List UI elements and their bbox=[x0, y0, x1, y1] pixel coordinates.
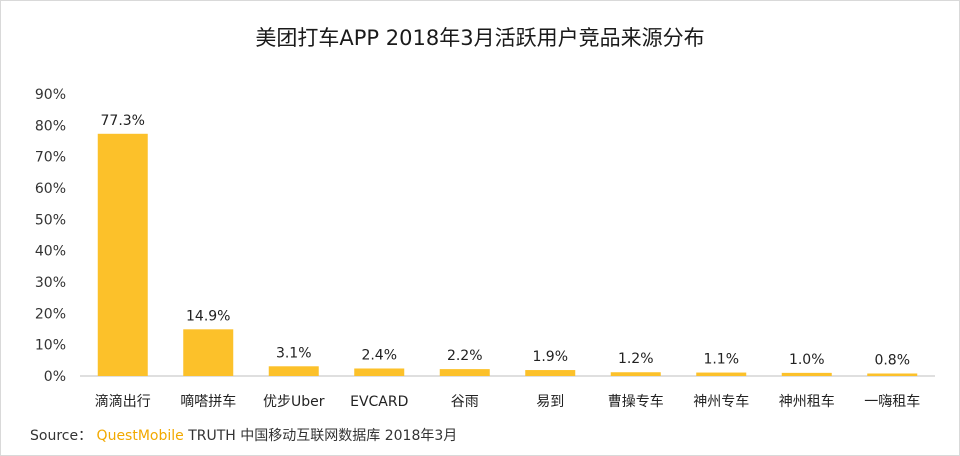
bar bbox=[525, 370, 576, 376]
source-rest: TRUTH 中国移动互联网数据库 2018年3月 bbox=[188, 428, 458, 444]
source-prefix: Source： bbox=[30, 428, 93, 444]
x-tick-label: 易到 bbox=[536, 394, 564, 410]
x-tick-label: 滴滴出行 bbox=[95, 393, 151, 410]
y-tick-label: 0% bbox=[44, 369, 66, 385]
data-label: 14.9% bbox=[186, 308, 230, 324]
y-tick-label: 10% bbox=[35, 338, 66, 354]
x-tick-label: 优步Uber bbox=[263, 394, 325, 410]
bar bbox=[183, 329, 234, 376]
bar bbox=[696, 372, 747, 376]
data-label: 77.3% bbox=[101, 113, 145, 129]
bar bbox=[439, 369, 490, 376]
data-label: 3.1% bbox=[276, 345, 312, 361]
x-tick-label: 一嗨租车 bbox=[864, 393, 920, 410]
data-label: 1.9% bbox=[532, 349, 568, 365]
x-tick-label: 神州租车 bbox=[779, 393, 835, 410]
y-tick-label: 20% bbox=[35, 306, 66, 322]
data-label: 1.1% bbox=[703, 352, 739, 368]
y-tick-label: 90% bbox=[35, 87, 66, 103]
x-tick-label: 嘀嗒拼车 bbox=[180, 393, 236, 410]
chart-title: 美团打车APP 2018年3月活跃用户竞品来源分布 bbox=[255, 26, 705, 50]
data-label: 1.2% bbox=[618, 351, 654, 367]
bar bbox=[268, 366, 319, 376]
y-tick-label: 30% bbox=[35, 275, 66, 291]
y-tick-label: 60% bbox=[35, 181, 66, 197]
y-tick-label: 40% bbox=[35, 244, 66, 260]
source-note: Source： QuestMobile TRUTH 中国移动互联网数据库 201… bbox=[30, 425, 457, 445]
data-label: 1.0% bbox=[789, 352, 825, 368]
bar bbox=[867, 373, 918, 376]
source-brand: QuestMobile bbox=[96, 428, 184, 444]
data-label: 0.8% bbox=[874, 352, 910, 368]
x-tick-label: 谷雨 bbox=[451, 394, 479, 410]
x-tick-label: 曹操专车 bbox=[608, 393, 664, 410]
data-label: 2.2% bbox=[447, 348, 483, 364]
bar bbox=[97, 133, 148, 376]
bar bbox=[354, 368, 405, 376]
y-tick-label: 70% bbox=[35, 150, 66, 166]
x-tick-label: EVCARD bbox=[350, 394, 408, 410]
y-tick-label: 80% bbox=[35, 118, 66, 134]
data-label: 2.4% bbox=[361, 347, 397, 363]
bar bbox=[610, 372, 661, 376]
bar bbox=[781, 372, 832, 376]
y-tick-label: 50% bbox=[35, 212, 66, 228]
x-tick-label: 神州专车 bbox=[693, 393, 749, 410]
